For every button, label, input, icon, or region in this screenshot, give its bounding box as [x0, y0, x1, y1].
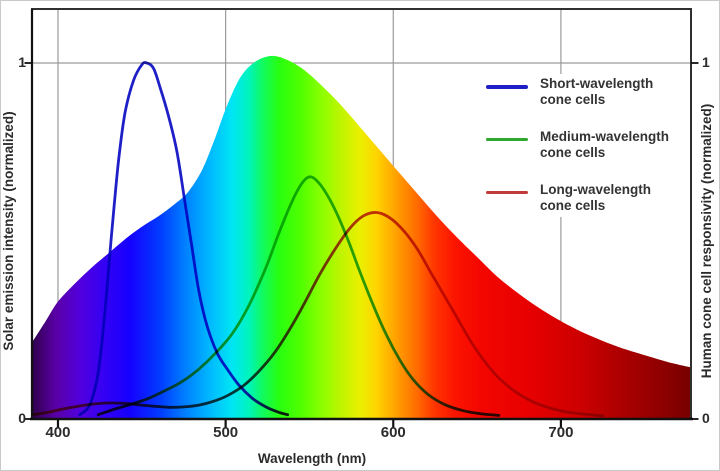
- legend-line-short-wavelength: [486, 85, 528, 89]
- y-tick-label-left-0: 0: [18, 410, 26, 426]
- legend: Short-wavelength cone cells Medium-wavel…: [484, 74, 688, 217]
- y-axis-title-left: Solar emission intensity (normalized): [1, 111, 16, 351]
- x-axis-title: Wavelength (nm): [257, 451, 367, 466]
- solar-emission-area: [32, 55, 691, 420]
- curve-medium-wavelength: [96, 175, 501, 417]
- legend-label-long-wavelength: Long-wavelength cone cells: [540, 181, 651, 214]
- y-tick-label-right-1: 1: [702, 54, 710, 70]
- legend-line-long-wavelength: [486, 190, 528, 195]
- legend-item-short-wavelength: Short-wavelength cone cells: [484, 76, 688, 109]
- y-axis-title-right: Human cone cell responsivity (normalized…: [699, 103, 714, 379]
- x-tick-label-600: 600: [380, 424, 406, 441]
- y-tick-label-left-1: 1: [18, 54, 26, 70]
- curve-short-wavelength: [78, 61, 290, 417]
- legend-item-medium-wavelength: Medium-wavelength cone cells: [484, 129, 688, 162]
- legend-label-medium-wavelength: Medium-wavelength cone cells: [540, 128, 670, 161]
- y-tick-label-right-0: 0: [702, 410, 710, 426]
- x-tick-label-700: 700: [548, 424, 574, 441]
- curve-long-wavelength: [31, 211, 605, 418]
- x-tick-label-400: 400: [45, 424, 71, 441]
- legend-label-short-wavelength: Short-wavelength cone cells: [540, 76, 654, 108]
- legend-item-long-wavelength: Long-wavelength cone cells: [484, 182, 688, 215]
- x-tick-label-500: 500: [213, 424, 239, 441]
- legend-line-medium-wavelength: [486, 137, 528, 142]
